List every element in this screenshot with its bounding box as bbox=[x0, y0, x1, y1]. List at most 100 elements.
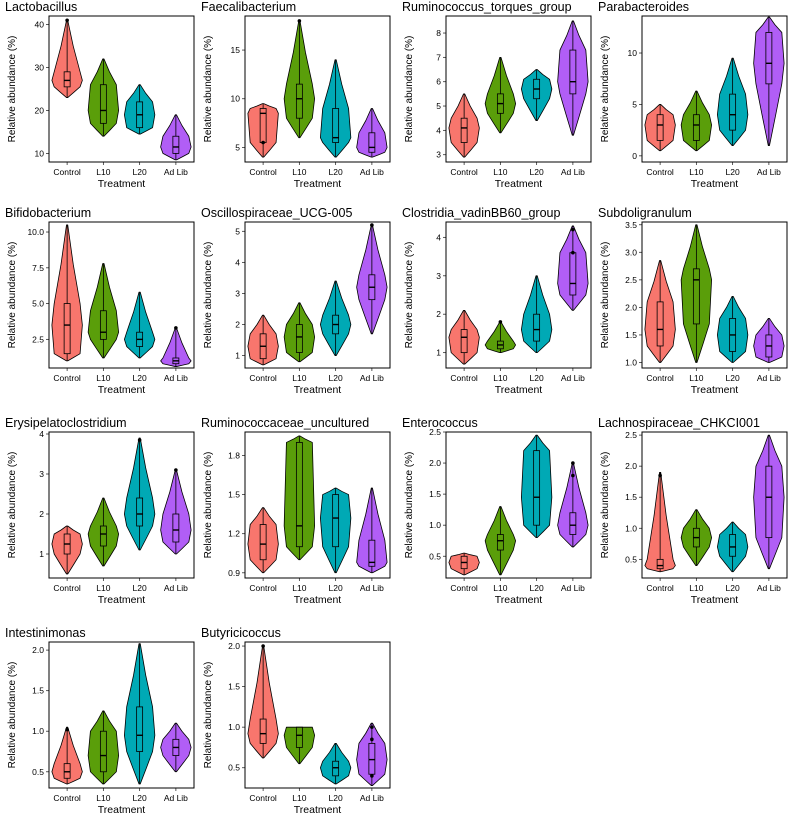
x-tick-label: L20 bbox=[329, 583, 343, 593]
y-tick-label: 1 bbox=[39, 549, 44, 559]
x-tick-label: L20 bbox=[530, 583, 544, 593]
y-axis-label: Relative abundance (%) bbox=[203, 242, 214, 349]
box bbox=[332, 108, 340, 143]
box bbox=[259, 718, 267, 744]
x-tick-label: L10 bbox=[292, 583, 306, 593]
y-tick-label: 40 bbox=[35, 20, 45, 30]
panel-title: Erysipelatoclostridium bbox=[5, 416, 127, 430]
box bbox=[765, 32, 773, 85]
violin bbox=[283, 302, 315, 363]
y-axis-label: Relative abundance (%) bbox=[600, 36, 611, 143]
y-tick-label: 2.5 bbox=[429, 427, 441, 437]
violin bbox=[87, 58, 119, 137]
box bbox=[295, 324, 303, 353]
x-tick-label: L20 bbox=[329, 373, 343, 383]
violin bbox=[753, 434, 785, 570]
x-tick-label: L10 bbox=[96, 167, 110, 177]
box bbox=[729, 534, 737, 557]
x-axis-label: Treatment bbox=[691, 178, 739, 190]
x-tick-label: Control bbox=[53, 373, 81, 383]
panel-faecalibacterium: Faecalibacterium Relative abundance (%) 5 1… bbox=[201, 0, 391, 190]
y-tick-label: 30 bbox=[35, 63, 45, 73]
box bbox=[99, 310, 107, 340]
y-tick-label: 1 bbox=[235, 351, 240, 361]
box bbox=[295, 442, 303, 548]
x-tick-label: L10 bbox=[96, 793, 110, 803]
x-tick-label: Control bbox=[450, 583, 478, 593]
y-tick-label: 1.5 bbox=[228, 490, 240, 500]
panel-intestinimonas: Intestinimonas Relative abundance (%) 0.5 1… bbox=[5, 626, 195, 814]
outlier-point bbox=[571, 461, 575, 465]
x-tick-label: Ad Lib bbox=[757, 167, 781, 177]
box bbox=[332, 494, 340, 548]
y-tick-label: 10 bbox=[35, 148, 45, 158]
y-tick-label: 0 bbox=[632, 151, 637, 161]
plot-frame bbox=[445, 431, 592, 579]
violin bbox=[448, 552, 480, 576]
y-tick-label: 10.0 bbox=[27, 227, 44, 237]
plot-frame bbox=[48, 431, 195, 579]
y-tick-label: 0.9 bbox=[228, 568, 240, 578]
plot-frame bbox=[641, 221, 788, 369]
violin bbox=[124, 643, 156, 785]
box bbox=[172, 135, 180, 154]
x-axis-label: Treatment bbox=[495, 178, 543, 190]
x-tick-label: L20 bbox=[329, 167, 343, 177]
panel-title: Clostridia_vadinBB60_group bbox=[402, 206, 560, 220]
outlier-point bbox=[571, 227, 575, 232]
box bbox=[99, 730, 107, 773]
panel-ruminococcus-torques-group: Ruminococcus_torques_group Relative abund… bbox=[402, 0, 592, 190]
y-axis-label: Relative abundance (%) bbox=[203, 452, 214, 559]
y-tick-label: 6 bbox=[436, 77, 441, 87]
y-axis-label: Relative abundance (%) bbox=[600, 242, 611, 349]
y-tick-label: 7 bbox=[436, 52, 441, 62]
y-tick-label: 2.0 bbox=[228, 641, 240, 651]
outlier-point bbox=[370, 725, 374, 729]
panel-subdoligranulum: Subdoligranulum Relative abundance (%) 1.0… bbox=[598, 206, 788, 396]
y-tick-label: 2.0 bbox=[429, 458, 441, 468]
y-tick-label: 1.2 bbox=[228, 529, 240, 539]
y-tick-label: 1.5 bbox=[32, 686, 44, 696]
panel-title: Lactobacillus bbox=[5, 0, 77, 14]
violin bbox=[247, 103, 279, 158]
box bbox=[136, 706, 144, 752]
violin bbox=[717, 295, 749, 363]
y-tick-label: 5 bbox=[235, 226, 240, 236]
y-tick-label: 5 bbox=[235, 142, 240, 152]
panel-title: Bifidobacterium bbox=[5, 206, 91, 220]
box bbox=[656, 114, 664, 141]
x-tick-label: L10 bbox=[292, 793, 306, 803]
y-tick-label: 7.5 bbox=[32, 263, 44, 273]
x-tick-label: Control bbox=[646, 373, 674, 383]
y-tick-label: 1.5 bbox=[625, 492, 637, 502]
box bbox=[656, 301, 664, 347]
x-tick-label: Ad Lib bbox=[164, 583, 188, 593]
violin bbox=[320, 742, 352, 785]
panel-title: Faecalibacterium bbox=[201, 0, 296, 14]
plot-frame bbox=[244, 641, 391, 789]
y-axis-label: Relative abundance (%) bbox=[7, 36, 18, 143]
box bbox=[368, 539, 376, 567]
violin bbox=[87, 497, 119, 567]
y-tick-label: 20 bbox=[35, 105, 45, 115]
y-tick-label: 0.5 bbox=[228, 763, 240, 773]
y-tick-label: 1.5 bbox=[429, 489, 441, 499]
plot-frame bbox=[244, 221, 391, 369]
box bbox=[99, 525, 107, 547]
y-tick-label: 3 bbox=[436, 271, 441, 281]
outlier-point bbox=[571, 473, 575, 478]
x-tick-label: Control bbox=[53, 167, 81, 177]
x-axis-label: Treatment bbox=[294, 178, 342, 190]
y-tick-label: 10 bbox=[628, 48, 638, 58]
x-tick-label: Ad Lib bbox=[561, 167, 585, 177]
y-tick-label: 3 bbox=[235, 288, 240, 298]
x-tick-label: L20 bbox=[133, 793, 147, 803]
x-tick-label: L10 bbox=[493, 583, 507, 593]
plot-frame bbox=[641, 431, 788, 579]
x-axis-label: Treatment bbox=[294, 804, 342, 814]
x-tick-label: L20 bbox=[133, 373, 147, 383]
x-tick-label: Ad Lib bbox=[360, 583, 384, 593]
box bbox=[729, 93, 737, 131]
box bbox=[295, 83, 303, 119]
panel-title: Enterococcus bbox=[402, 416, 478, 430]
